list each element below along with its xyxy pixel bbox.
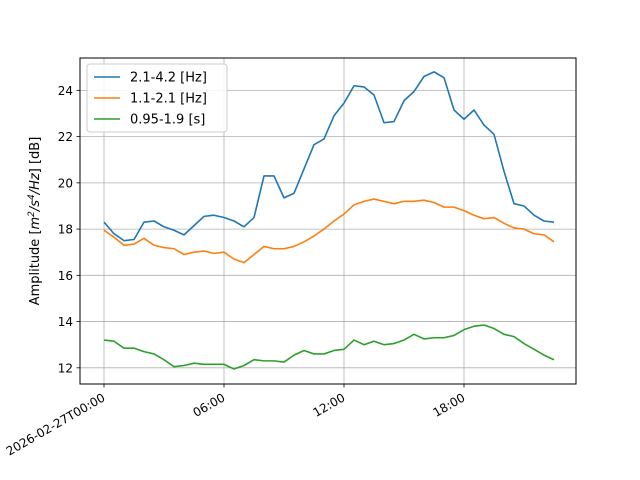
legend-label: 2.1-4.2 [Hz]	[130, 71, 207, 86]
legend: 2.1-4.2 [Hz] 1.1-2.1 [Hz] 0.95-1.9 [s]	[86, 63, 228, 133]
series-line-2	[103, 198, 555, 264]
y-tick-label: 20	[58, 176, 73, 190]
y-axis-label: Amplitude [m2/s4/Hz] [dB]	[27, 137, 43, 306]
y-tick-label: 16	[58, 269, 73, 283]
series-group	[103, 71, 555, 370]
ylabel-sup2: 4	[27, 194, 37, 200]
ylabel-suffix: ] [dB]	[28, 137, 43, 174]
y-tick-label: 24	[58, 84, 73, 98]
ylabel-s: /s	[28, 200, 43, 212]
y-tick-label: 14	[58, 315, 73, 329]
legend-label: 1.1-2.1 [Hz]	[130, 92, 207, 107]
grid	[80, 58, 576, 384]
legend-box	[86, 63, 228, 133]
ylabel-m: m	[28, 217, 43, 230]
series-line-1	[103, 71, 555, 242]
y-tick-label: 18	[58, 223, 73, 237]
y-tick-label: 12	[58, 361, 73, 375]
legend-label: 0.95-1.9 [s]	[130, 113, 205, 128]
axes-frame	[79, 57, 577, 385]
series-line-3	[103, 324, 555, 370]
ylabel-prefix: Amplitude [	[28, 229, 43, 305]
ylabel-sup1: 2	[27, 211, 37, 217]
ylabel-hz: /Hz	[28, 172, 43, 195]
y-tick-label: 22	[58, 130, 73, 144]
